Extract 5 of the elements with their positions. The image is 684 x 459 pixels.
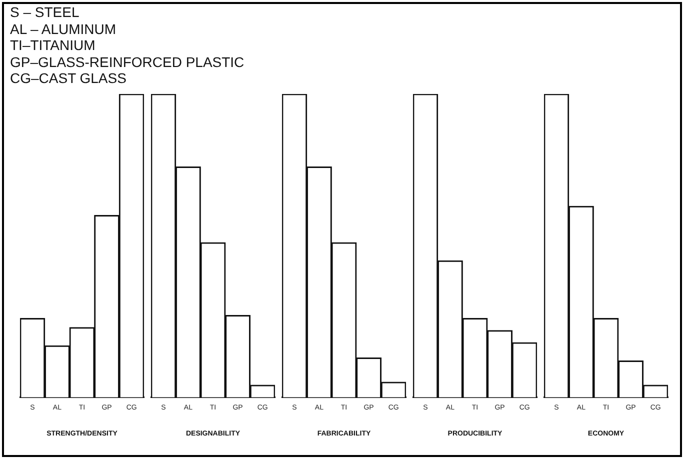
text: AL – ALUMINUM — [10, 20, 118, 37]
text: S – STEEL — [10, 4, 80, 20]
text: GP–GLASS-REINFORCED PLASTIC — [10, 54, 244, 70]
text: CG–CAST GLASS — [10, 70, 128, 86]
text: TI–TITANIUM — [10, 37, 96, 54]
